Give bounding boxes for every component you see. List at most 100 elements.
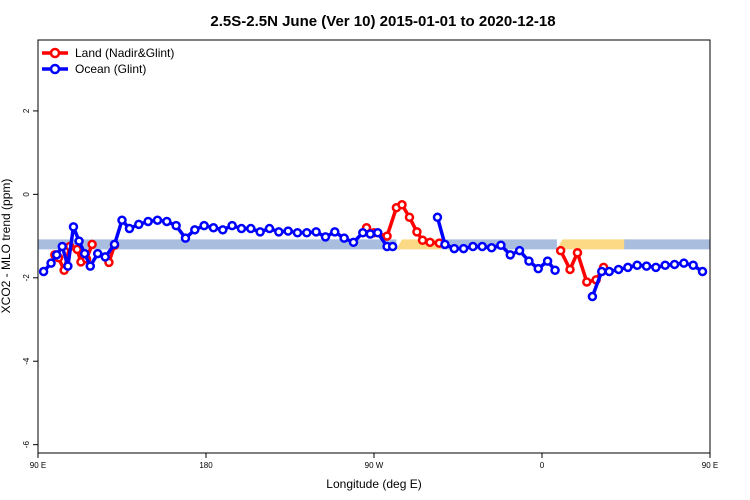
data-point xyxy=(697,266,708,277)
data-point xyxy=(572,248,583,258)
data-point xyxy=(38,266,49,277)
data-point xyxy=(227,220,237,231)
data-point xyxy=(660,260,670,271)
data-point xyxy=(348,237,359,248)
data-point xyxy=(85,261,96,271)
data-point xyxy=(477,241,488,252)
band-segment-3 xyxy=(556,239,630,250)
data-point xyxy=(533,263,544,274)
data-point xyxy=(365,229,376,239)
data-point xyxy=(74,236,84,246)
data-point xyxy=(190,225,200,235)
data-point xyxy=(382,231,392,241)
data-point xyxy=(623,262,633,273)
data-point xyxy=(669,259,680,270)
x-tick-label: 90 W xyxy=(365,461,384,470)
data-point xyxy=(641,261,652,271)
series-1 xyxy=(38,212,708,302)
band-segment-0 xyxy=(38,239,397,250)
data-point xyxy=(92,248,103,259)
legend: Land (Nadir&Glint) Ocean (Glint) xyxy=(42,46,174,76)
data-point xyxy=(68,222,79,232)
chart-title: 2.5S-2.5N June (Ver 10) 2015-01-01 to 20… xyxy=(210,13,555,30)
data-point xyxy=(565,264,575,275)
data-point xyxy=(100,252,110,262)
data-point xyxy=(63,261,73,271)
data-point xyxy=(632,260,642,271)
data-point xyxy=(283,226,293,236)
data-point xyxy=(440,239,450,250)
data-point xyxy=(218,225,228,235)
legend-swatch-marker xyxy=(49,47,61,59)
data-point xyxy=(688,260,698,271)
data-point xyxy=(109,239,120,250)
data-point xyxy=(51,250,62,260)
y-tick-label: -2 xyxy=(22,274,31,282)
data-point xyxy=(152,215,163,225)
data-point xyxy=(412,227,422,237)
data-point xyxy=(255,227,265,237)
data-point xyxy=(339,233,349,243)
y-tick-label: -6 xyxy=(22,441,31,449)
data-point xyxy=(587,291,598,302)
series-0 xyxy=(50,200,609,287)
data-point xyxy=(372,227,383,238)
data-point xyxy=(180,233,191,243)
x-tick-label: 90 E xyxy=(702,461,718,470)
data-point xyxy=(387,241,398,252)
x-axis: 90 E 180 90 W 0 90 E xyxy=(30,453,718,470)
data-point xyxy=(449,243,460,254)
x-tick-label: 90 E xyxy=(30,461,46,470)
data-point xyxy=(596,266,607,277)
y-tick-label: -4 xyxy=(22,357,31,365)
data-point xyxy=(404,212,415,223)
data-point xyxy=(208,222,219,233)
x-tick-label: 180 xyxy=(199,461,213,470)
data-point xyxy=(46,258,56,268)
data-point xyxy=(358,227,368,238)
data-point xyxy=(236,223,247,234)
y-axis-label: XCO2 - MLO trend (ppm) xyxy=(0,179,13,314)
data-point xyxy=(425,237,435,248)
data-point xyxy=(514,245,525,256)
data-point xyxy=(162,216,172,227)
data-point xyxy=(397,200,407,210)
data-point xyxy=(199,220,209,231)
series-layer xyxy=(38,200,708,302)
legend-item-1: Ocean (Glint) xyxy=(42,62,146,76)
data-point xyxy=(651,262,661,273)
x-tick-label: 0 xyxy=(540,461,545,470)
data-point xyxy=(550,265,560,276)
data-point xyxy=(582,277,592,287)
band-segment-4 xyxy=(624,239,710,250)
data-point xyxy=(468,241,478,252)
data-point xyxy=(87,239,97,250)
data-point xyxy=(679,258,689,268)
data-point xyxy=(524,256,534,266)
data-point xyxy=(458,243,469,254)
data-point xyxy=(417,235,428,245)
data-point xyxy=(613,264,624,275)
y-tick-label: 2 xyxy=(22,108,31,113)
data-point xyxy=(57,241,68,252)
data-point xyxy=(432,212,443,223)
y-axis: 2 0 -2 -4 -6 xyxy=(22,108,38,448)
data-point xyxy=(311,227,321,237)
data-point xyxy=(496,240,506,250)
data-point xyxy=(72,244,82,255)
data-point xyxy=(320,232,331,242)
legend-swatch-marker xyxy=(49,63,61,75)
data-point xyxy=(124,223,135,234)
data-point xyxy=(117,215,127,225)
data-point xyxy=(264,223,275,234)
data-point xyxy=(274,227,284,237)
x-axis-label: Longitude (deg E) xyxy=(326,477,421,491)
data-point xyxy=(505,250,516,260)
data-point xyxy=(171,220,181,231)
data-point xyxy=(292,227,303,238)
data-point xyxy=(134,219,144,230)
legend-label: Land (Nadir&Glint) xyxy=(75,46,174,60)
data-point xyxy=(555,245,566,256)
data-point xyxy=(143,216,153,227)
